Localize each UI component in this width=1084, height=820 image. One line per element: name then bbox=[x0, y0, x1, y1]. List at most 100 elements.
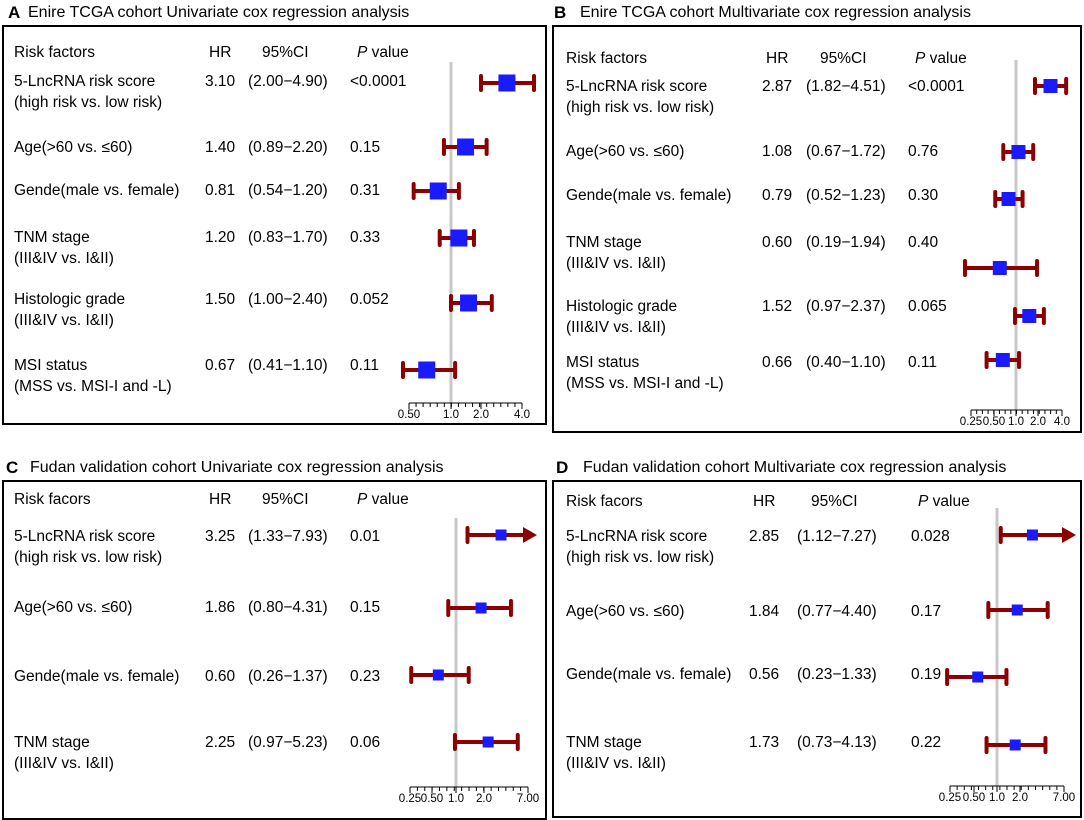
header-p-rest: value bbox=[367, 491, 409, 508]
risk-factor-label: 5-LncRNA risk score bbox=[14, 528, 156, 545]
p-value: 0.31 bbox=[350, 182, 381, 199]
hr-value: 2.25 bbox=[205, 734, 236, 751]
header-p-rest: value bbox=[928, 493, 970, 510]
risk-factor-label: MSI status bbox=[14, 357, 88, 374]
header-p-value: P value bbox=[915, 49, 967, 69]
header-risk-factors: Risk facors bbox=[14, 491, 91, 508]
risk-factor-label: (high risk vs. low risk) bbox=[566, 99, 715, 116]
header-p-rest: value bbox=[367, 44, 409, 61]
ci-value: (2.00−4.90) bbox=[248, 73, 328, 90]
p-value: 0.33 bbox=[350, 229, 381, 246]
p-value: <0.0001 bbox=[908, 78, 965, 95]
header-p-value: P value bbox=[918, 492, 970, 512]
risk-factor-label: (III&IV vs. I&II) bbox=[566, 755, 666, 772]
risk-factor-label: Gende(male vs. female) bbox=[14, 182, 180, 199]
hr-value: 2.85 bbox=[749, 528, 780, 545]
header-95ci: 95%CI bbox=[820, 50, 867, 67]
hr-value: 0.66 bbox=[762, 354, 793, 371]
panel-title: Fudan validation cohort Multivariate cox… bbox=[583, 459, 1007, 476]
ci-value: (0.40−1.10) bbox=[806, 354, 886, 371]
p-value: 0.30 bbox=[908, 187, 939, 204]
header-p-value: P value bbox=[357, 43, 409, 63]
p-value: 0.76 bbox=[908, 143, 939, 160]
ci-value: (0.67−1.72) bbox=[806, 143, 886, 160]
risk-factor-label: TNM stage bbox=[14, 734, 90, 751]
ci-value: (0.26−1.37) bbox=[248, 668, 328, 685]
panel-frame bbox=[552, 25, 1082, 433]
risk-factor-label: (MSS vs. MSI-I and -L) bbox=[14, 378, 172, 395]
risk-factor-label: TNM stage bbox=[14, 229, 90, 246]
p-value: 0.065 bbox=[908, 298, 947, 315]
ci-value: (0.97−2.37) bbox=[806, 298, 886, 315]
header-risk-factors: Risk facors bbox=[566, 493, 643, 510]
panel-frame bbox=[552, 480, 1082, 818]
header-p-italic: P bbox=[915, 50, 926, 67]
panel-frame bbox=[2, 25, 547, 425]
risk-factor-label: Gende(male vs. female) bbox=[14, 668, 180, 685]
hr-value: 3.25 bbox=[205, 528, 236, 545]
ci-value: (1.00−2.40) bbox=[248, 291, 328, 308]
ci-value: (0.89−2.20) bbox=[248, 139, 328, 156]
hr-value: 1.50 bbox=[205, 291, 236, 308]
hr-value: 2.87 bbox=[762, 78, 793, 95]
p-value: 0.19 bbox=[911, 666, 942, 683]
header-95ci: 95%CI bbox=[262, 491, 309, 508]
header-hr: HR bbox=[753, 493, 776, 510]
risk-factor-label: Histologic grade bbox=[566, 298, 678, 315]
ci-value: (1.33−7.93) bbox=[248, 528, 328, 545]
panel-title: Enire TCGA cohort Univariate cox regress… bbox=[28, 4, 410, 21]
ci-value: (0.80−4.31) bbox=[248, 599, 328, 616]
risk-factor-label: Age(>60 vs. ≤60) bbox=[566, 603, 685, 620]
hr-value: 1.20 bbox=[205, 229, 236, 246]
header-95ci: 95%CI bbox=[811, 493, 858, 510]
hr-value: 1.73 bbox=[749, 734, 780, 751]
ci-value: (0.41−1.10) bbox=[248, 357, 328, 374]
risk-factor-label: Histologic grade bbox=[14, 291, 126, 308]
risk-factor-label: (high risk vs. low risk) bbox=[14, 94, 163, 111]
ci-value: (0.54−1.20) bbox=[248, 182, 328, 199]
ci-value: (0.73−4.13) bbox=[797, 734, 877, 751]
hr-value: 1.86 bbox=[205, 599, 236, 616]
header-p-rest: value bbox=[925, 50, 967, 67]
hr-value: 1.84 bbox=[749, 603, 780, 620]
risk-factor-label: MSI status bbox=[566, 354, 640, 371]
panel-letter: D bbox=[556, 458, 569, 477]
p-value: 0.06 bbox=[350, 734, 381, 751]
p-value: 0.11 bbox=[350, 357, 380, 374]
risk-factor-label: 5-LncRNA risk score bbox=[566, 528, 708, 545]
risk-factor-label: 5-LncRNA risk score bbox=[14, 73, 156, 90]
ci-value: (0.23−1.33) bbox=[797, 666, 877, 683]
header-p-italic: P bbox=[357, 44, 368, 61]
ci-value: (1.82−4.51) bbox=[806, 78, 886, 95]
risk-factor-label: (III&IV vs. I&II) bbox=[14, 755, 114, 772]
p-value: 0.15 bbox=[350, 599, 381, 616]
ci-value: (0.83−1.70) bbox=[248, 229, 328, 246]
ci-value: (0.77−4.40) bbox=[797, 603, 877, 620]
header-risk-factors: Risk factors bbox=[14, 44, 95, 61]
risk-factor-label: (III&IV vs. I&II) bbox=[14, 312, 114, 329]
header-95ci: 95%CI bbox=[262, 44, 309, 61]
p-value: 0.40 bbox=[908, 234, 939, 251]
risk-factor-label: (MSS vs. MSI-I and -L) bbox=[566, 375, 724, 392]
p-value: 0.052 bbox=[350, 291, 389, 308]
risk-factor-label: TNM stage bbox=[566, 734, 642, 751]
hr-value: 0.67 bbox=[205, 357, 236, 374]
p-value: 0.23 bbox=[350, 668, 381, 685]
risk-factor-label: (III&IV vs. I&II) bbox=[566, 319, 666, 336]
risk-factor-label: Gende(male vs. female) bbox=[566, 666, 732, 683]
risk-factor-label: TNM stage bbox=[566, 234, 642, 251]
risk-factor-label: Gende(male vs. female) bbox=[566, 187, 732, 204]
ci-value: (0.52−1.23) bbox=[806, 187, 886, 204]
p-value: 0.11 bbox=[908, 354, 938, 371]
panel-frame bbox=[2, 480, 547, 820]
panel-letter: C bbox=[6, 458, 19, 477]
p-value: 0.17 bbox=[911, 603, 942, 620]
hr-value: 0.60 bbox=[205, 668, 236, 685]
panel-letter: A bbox=[8, 3, 21, 22]
risk-factor-label: (high risk vs. low risk) bbox=[14, 549, 163, 566]
risk-factor-label: 5-LncRNA risk score bbox=[566, 78, 708, 95]
p-value: 0.22 bbox=[911, 734, 942, 751]
risk-factor-label: Age(>60 vs. ≤60) bbox=[14, 599, 133, 616]
hr-value: 3.10 bbox=[205, 73, 236, 90]
risk-factor-label: Age(>60 vs. ≤60) bbox=[566, 143, 685, 160]
